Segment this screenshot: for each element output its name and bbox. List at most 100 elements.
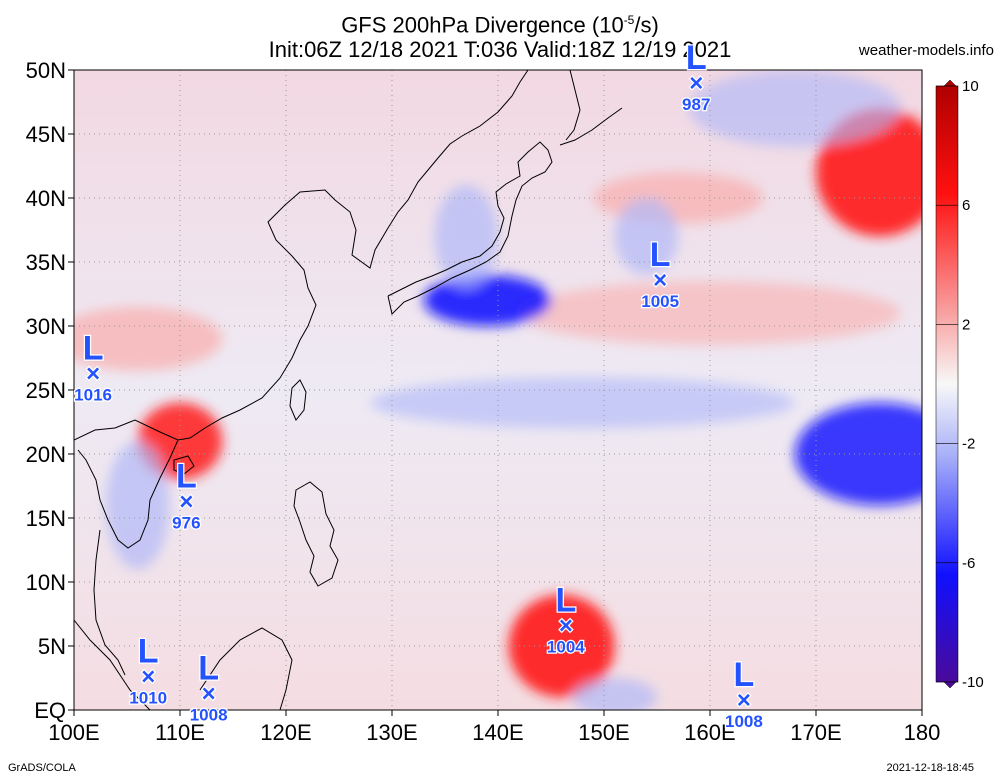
low-pressure-value: 1005 (641, 292, 679, 311)
title-text: GFS 200hPa Divergence (10 (341, 12, 624, 38)
colorbar: 10 6 2 -2 -6 -10 (935, 78, 984, 691)
colorbar-label--2: -2 (962, 436, 975, 453)
longitude-axis: 100E 110E 120E 130E 140E 150E 160E 170E 180 (48, 710, 940, 745)
low-pressure-value: 1008 (190, 705, 228, 724)
lat-label-10N: 10N (26, 570, 66, 595)
lon-label-110E: 110E (155, 720, 205, 745)
low-marker: L×1004 (546, 580, 587, 658)
coastline-sumatra (74, 619, 151, 710)
lat-label-45N: 45N (26, 122, 66, 147)
low-marker: L×1008 (188, 648, 228, 726)
low-marker: L×1008 (724, 655, 764, 733)
lat-label-35N: 35N (26, 250, 66, 275)
low-letter: L (138, 633, 159, 671)
coastline-hainan (173, 455, 195, 475)
divergence-max-yellow-sea (74, 306, 223, 371)
divergence-field (74, 70, 922, 710)
coastline-indochina (77, 439, 179, 549)
lon-label-180: 180 (904, 720, 941, 745)
lon-label-120E: 120E (260, 720, 311, 745)
low-center-mark: × (86, 360, 100, 387)
low-center-mark: × (559, 613, 573, 640)
low-letter: L (198, 649, 219, 687)
coastline-taiwan (289, 379, 307, 421)
convergence-central-38n (614, 198, 679, 275)
lon-label-140E: 140E (472, 720, 523, 745)
low-letter: L (650, 236, 671, 274)
low-marker: L×1016 (73, 328, 113, 406)
colorbar-min-triangle (943, 681, 957, 689)
coastline-kuril (559, 107, 623, 146)
convergence-southeast-asia (105, 441, 170, 570)
footer-timestamp: 2021-12-18-18:45 (886, 762, 974, 774)
convergence-north-pacific-50n (688, 70, 901, 147)
lat-label-30N: 30N (26, 314, 66, 339)
footer-software: GrADS/COLA (8, 762, 76, 774)
low-pressure-value: 976 (172, 513, 200, 532)
colorbar-max-triangle (943, 79, 957, 87)
lon-label-160E: 160E (684, 720, 735, 745)
colorbar-ticks: 10 6 2 -2 -6 -10 (936, 78, 984, 691)
lon-label-130E: 130E (366, 720, 417, 745)
title-unit: /s) (634, 12, 659, 38)
coastline-philippines (293, 481, 339, 587)
low-pressure-value: 1004 (547, 638, 585, 657)
source-credit: weather-models.info (858, 42, 994, 59)
convergence-min-japan-south (423, 274, 551, 326)
lon-label-150E: 150E (578, 720, 629, 745)
low-letter: L (555, 582, 576, 620)
graticule (74, 70, 922, 710)
colorbar-label-2: 2 (962, 316, 970, 333)
convergence-japan (434, 185, 499, 288)
low-letter: L (686, 39, 707, 77)
low-center-mark: × (141, 664, 155, 691)
low-letter: L (176, 457, 197, 495)
divergence-band-30n (519, 281, 901, 346)
chart-title: GFS 200hPa Divergence (10-5/s) (0, 8, 1000, 37)
lat-label-5N: 5N (38, 634, 66, 659)
lat-label-25N: 25N (26, 378, 66, 403)
low-letter: L (734, 656, 755, 694)
coastline-asia-mainland (74, 70, 529, 441)
divergence-max-tropical-4n (508, 594, 615, 698)
low-marker: L×976 (171, 456, 202, 534)
low-center-mark: × (202, 680, 216, 707)
convergence-dateline-20n (794, 402, 922, 506)
lat-label-40N: 40N (26, 186, 66, 211)
convergence-band-24n (370, 377, 795, 429)
lat-label-50N: 50N (26, 58, 66, 83)
low-marker: L×1005 (640, 235, 680, 313)
coastline-japan (387, 141, 553, 315)
low-pressure-value: 987 (682, 95, 710, 114)
coastline-borneo (199, 627, 293, 710)
lat-label-20N: 20N (26, 442, 66, 467)
latitude-axis: 50N 45N 40N 35N 30N 25N 20N 15N 10N 5N EQ (26, 58, 74, 723)
low-center-mark: × (653, 267, 667, 294)
lon-label-170E: 170E (790, 720, 841, 745)
coastlines (74, 70, 623, 710)
colorbar-label--6: -6 (962, 555, 975, 572)
chart-subtitle: Init:06Z 12/18 2021 T:036 Valid:18Z 12/1… (268, 37, 732, 62)
low-pressure-markers: L×987L×1005L×1016L×976L×1004L×1010L×1008… (73, 38, 764, 733)
colorbar-label--10: -10 (962, 674, 984, 691)
low-pressure-value: 1008 (725, 712, 763, 731)
low-pressure-value: 1010 (129, 689, 167, 708)
low-center-mark: × (179, 488, 193, 515)
colorbar-scale (935, 85, 959, 683)
low-marker: L×987 (681, 38, 712, 116)
divergence-max-central-pacific (593, 172, 763, 224)
low-letter: L (83, 329, 104, 367)
coastline-sakhalin (565, 70, 581, 141)
convergence-eq-150e (572, 678, 657, 710)
title-exponent: -5 (623, 13, 635, 27)
low-center-mark: × (689, 70, 703, 97)
low-pressure-value: 1016 (74, 385, 112, 404)
lat-label-15N: 15N (26, 506, 66, 531)
low-marker: L×1010 (128, 631, 168, 709)
map-area (74, 70, 922, 710)
lon-label-100E: 100E (48, 720, 99, 745)
low-center-mark: × (737, 687, 751, 714)
colorbar-label-10: 10 (962, 78, 979, 95)
lat-label-EQ: EQ (34, 698, 66, 723)
